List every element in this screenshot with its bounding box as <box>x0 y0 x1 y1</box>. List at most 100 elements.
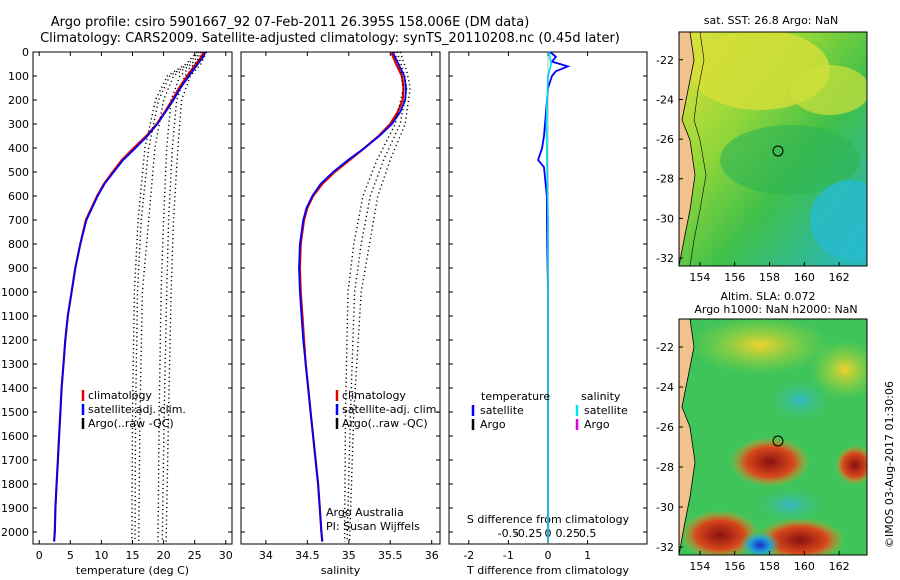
annotation-line: PI: Susan Wijffels <box>326 520 420 533</box>
map-y-tick-label: -30 <box>656 212 674 225</box>
map-x-tick-label: 162 <box>829 560 850 573</box>
x-tick-label: 35 <box>342 549 356 562</box>
map-x-tick-label: 158 <box>759 271 780 284</box>
map-axes-sla-map: 154 156 158 160 162 -22 -24 -26 -28 -30 -32 Altim. … <box>656 290 868 573</box>
y-tick-label: 300 <box>8 118 29 131</box>
y-tick-label: 1400 <box>1 382 29 395</box>
y-tick-label: 1600 <box>1 430 29 443</box>
x-tick-label: 0 <box>36 549 43 562</box>
y-tick-label: 1100 <box>1 310 29 323</box>
map-y-tick-label: -22 <box>656 341 674 354</box>
x-axis-label: temperature (deg C) <box>76 564 189 577</box>
y-tick-label: 1000 <box>1 286 29 299</box>
map-x-tick-label: 158 <box>759 560 780 573</box>
y-tick-label: 1700 <box>1 454 29 467</box>
x-tick-label: 5 <box>67 549 74 562</box>
legend-title: temperature <box>481 390 550 403</box>
map-title: Altim. SLA: 0.072 <box>720 290 815 303</box>
y-tick-label: 0 <box>22 46 29 59</box>
legend-label: satellite <box>480 404 524 417</box>
x-tick-label: 36 <box>425 549 439 562</box>
y-tick-label: 1500 <box>1 406 29 419</box>
annotation-line: Argo Australia <box>326 506 404 519</box>
map-y-tick-label: -24 <box>656 93 674 106</box>
map-x-tick-label: 160 <box>794 560 815 573</box>
map-y-tick-label: -32 <box>656 541 674 554</box>
map-x-tick-label: 154 <box>689 271 710 284</box>
panel-salinity: 34 34.5 35 35.5 36 salinity climatologysatelli… <box>240 51 441 577</box>
sla-map <box>679 319 867 555</box>
map-frame <box>678 31 868 267</box>
legend-label: climatology <box>342 389 406 402</box>
map-y-tick-label: -26 <box>656 133 674 146</box>
x-tick-label: -2 <box>463 549 474 562</box>
y-tick-label: 2000 <box>1 526 29 539</box>
sst-map <box>679 32 867 266</box>
x-tick-label: 0 <box>545 549 552 562</box>
x-axis-label: T difference from climatology <box>466 564 629 577</box>
legend-label: satellite <box>584 404 628 417</box>
y-tick-label: 200 <box>8 94 29 107</box>
y-tick-label: 1800 <box>1 478 29 491</box>
panel-frame <box>240 51 441 545</box>
x-tick-label: 1 <box>584 549 591 562</box>
map-y-tick-label: -32 <box>656 252 674 265</box>
x2-tick-label: -0.25 <box>514 527 542 540</box>
x-tick-label: 25 <box>188 549 202 562</box>
x-tick-label: 34 <box>259 549 273 562</box>
map-subtitle: Argo h1000: NaN h2000: NaN <box>694 303 857 316</box>
legend-label: climatology <box>88 389 152 402</box>
y-tick-label: 600 <box>8 190 29 203</box>
figure-title-line2: Climatology: CARS2009. Satellite-adjuste… <box>40 31 620 46</box>
y-tick-label: 700 <box>8 214 29 227</box>
map-frame <box>678 318 868 556</box>
series-line-temperature-3 <box>161 51 206 542</box>
series-line-temperature-1 <box>53 51 207 542</box>
sla-land-australia <box>679 319 695 555</box>
legend-label: Argo <box>584 418 610 431</box>
x2-tick-label: 0.5 <box>579 527 597 540</box>
legend-label: satellite-adj. clim. <box>342 403 440 416</box>
map-x-tick-label: 156 <box>724 560 745 573</box>
map-y-tick-label: -22 <box>656 54 674 67</box>
y-tick-label: 400 <box>8 142 29 155</box>
series-line-salinity-1 <box>298 51 407 542</box>
x2-tick-label: 0.25 <box>556 527 581 540</box>
x-tick-label: 30 <box>219 549 233 562</box>
y-tick-label: 500 <box>8 166 29 179</box>
y-tick-label: 800 <box>8 238 29 251</box>
y-tick-label: 900 <box>8 262 29 275</box>
legend-label: Argo(..raw -QC) <box>342 417 428 430</box>
x-tick-label: 34.5 <box>295 549 320 562</box>
figure-title-line1: Argo profile: csiro 5901667_92 07-Feb-20… <box>51 15 530 30</box>
sst-float-marker <box>772 145 784 157</box>
map-axes-sst-map: 154 156 158 160 162 -22 -24 -26 -28 -30 -32 sat. SS… <box>656 14 868 284</box>
x-tick-label: 35.5 <box>378 549 403 562</box>
series-line-temperature-7 <box>131 51 198 542</box>
map-y-tick-label: -26 <box>656 421 674 434</box>
map-x-tick-label: 160 <box>794 271 815 284</box>
map-x-tick-label: 156 <box>724 271 745 284</box>
sst-land-australia <box>679 32 695 266</box>
map-y-tick-label: -28 <box>656 461 674 474</box>
imos-stamp: ©IMOS 03-Aug-2017 01:30:06 <box>883 381 896 548</box>
x-tick-label: -1 <box>503 549 514 562</box>
map-title: sat. SST: 26.8 Argo: NaN <box>704 14 838 27</box>
map-y-tick-label: -28 <box>656 173 674 186</box>
y-tick-label: 1200 <box>1 334 29 347</box>
x-tick-label: 10 <box>94 549 108 562</box>
y-tick-label: 1300 <box>1 358 29 371</box>
y-tick-label: 1900 <box>1 502 29 515</box>
y-tick-label: 100 <box>8 70 29 83</box>
x2-tick-label: -0.5 <box>498 527 519 540</box>
series-line-temperature-5 <box>138 51 202 542</box>
series-line-temperature-6 <box>134 51 200 542</box>
map-x-tick-label: 162 <box>829 271 850 284</box>
map-y-tick-label: -24 <box>656 381 674 394</box>
sla-float-marker <box>772 435 784 447</box>
legend-label: Argo <box>480 418 506 431</box>
x-tick-label: 15 <box>126 549 140 562</box>
panel-difference: -2 -1 0 1-0.5-0.25 0 0.250.5S difference from… <box>448 51 648 577</box>
map-x-tick-label: 154 <box>689 560 710 573</box>
